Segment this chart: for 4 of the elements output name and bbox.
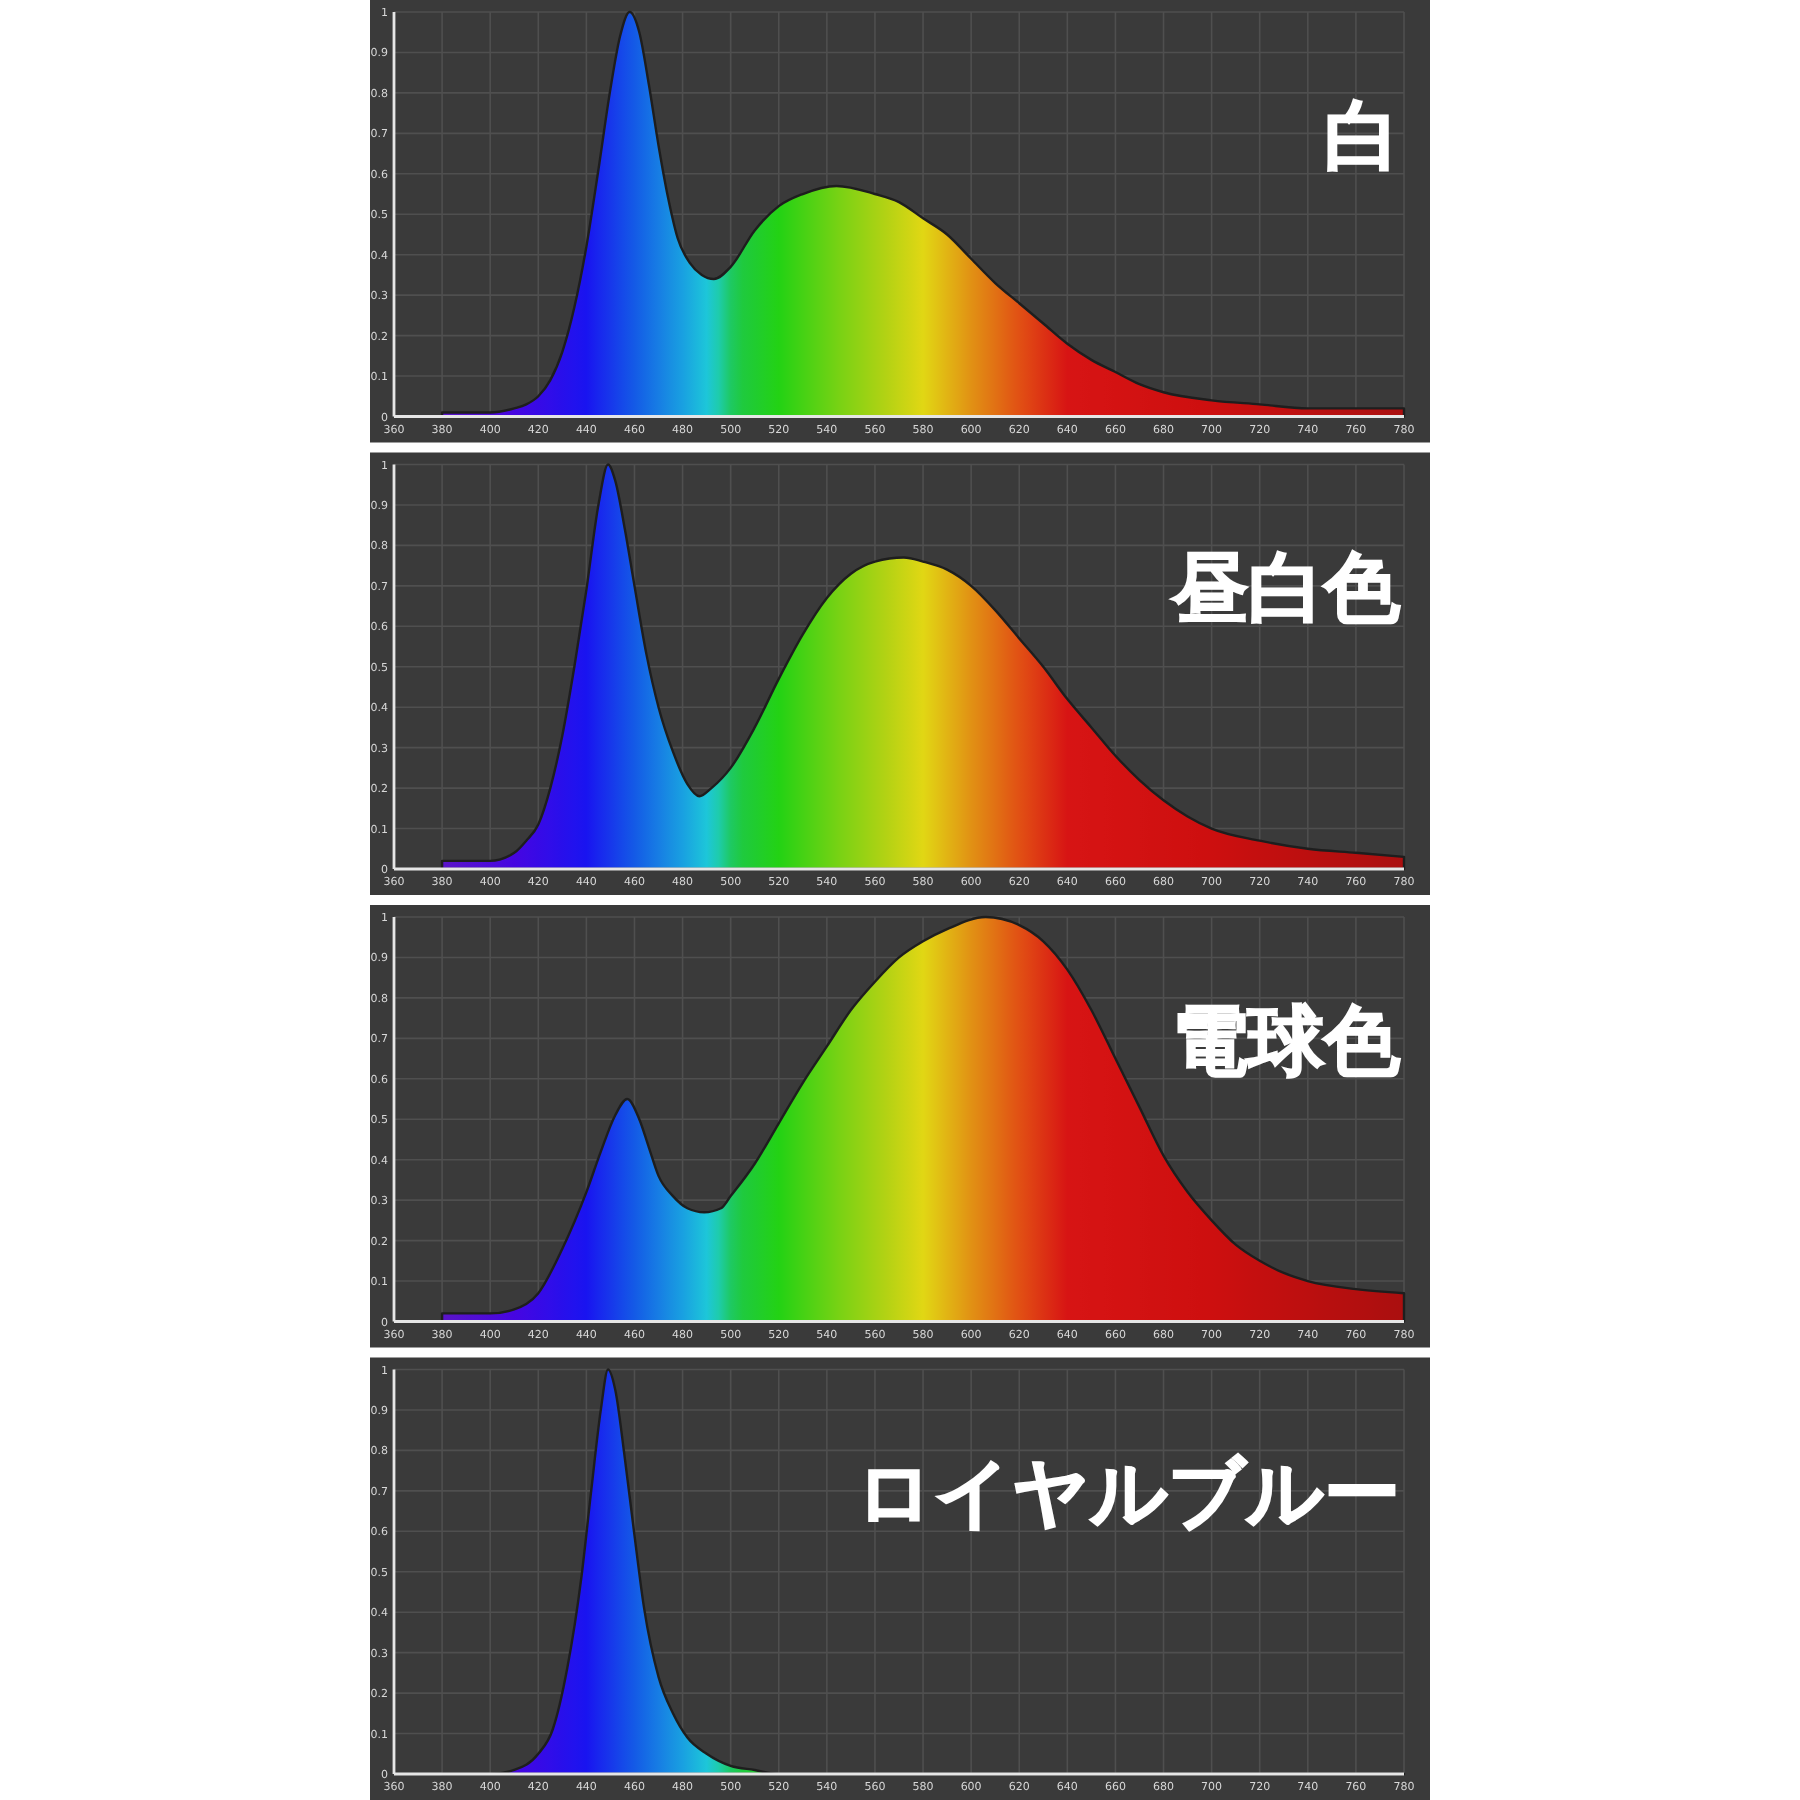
text: 昼白色 (1170, 544, 1400, 633)
text: 電球色 (1172, 996, 1400, 1085)
text: 白 (1324, 91, 1400, 180)
text: ロイヤルブルー (856, 1449, 1400, 1538)
